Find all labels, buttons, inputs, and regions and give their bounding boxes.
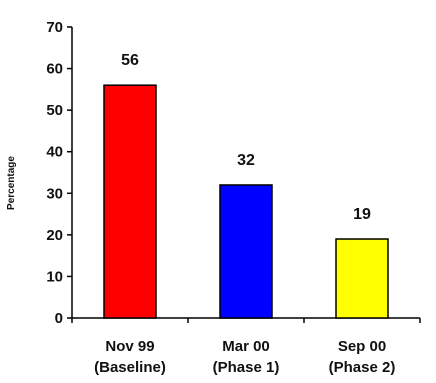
y-tick-label: 60 (46, 61, 63, 78)
y-tick-label: 10 (46, 268, 63, 285)
category-label: (Phase 1) (213, 359, 280, 376)
category-label: Sep 00 (338, 338, 386, 355)
bar (103, 84, 157, 319)
data-label: 32 (237, 152, 255, 169)
data-labels: 56 32 19 (121, 52, 371, 223)
y-tick-label: 20 (46, 227, 63, 244)
data-label: 56 (121, 52, 139, 69)
y-axis-title: Percentage (6, 156, 17, 210)
y-tick-label: 70 (46, 19, 63, 36)
bar (335, 238, 389, 319)
bars (103, 84, 389, 319)
category-label: Nov 99 (105, 338, 154, 355)
category-labels: Nov 99 (Baseline) Mar 00 (Phase 1) Sep 00 (Ph… (94, 338, 395, 376)
y-tick-label: 30 (46, 185, 63, 202)
category-label: Mar 00 (222, 338, 270, 355)
bar (219, 184, 273, 319)
y-tick-label: 0 (55, 310, 63, 327)
category-label: (Phase 2) (329, 359, 396, 376)
category-label: (Baseline) (94, 359, 166, 376)
y-axis: 0 10 20 30 40 50 60 70 (46, 19, 73, 327)
y-tick-label: 40 (46, 144, 63, 161)
data-label: 19 (353, 206, 371, 223)
y-tick-label: 50 (46, 102, 63, 119)
